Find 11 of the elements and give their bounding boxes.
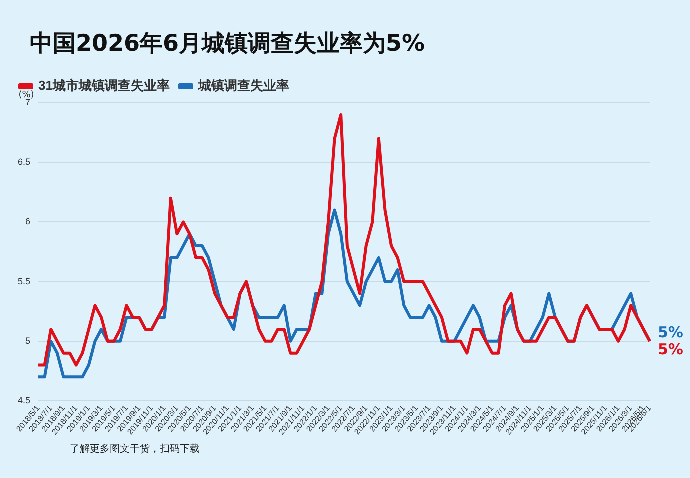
y-tick-label: 6.5 [18,157,31,168]
y-tick-label: 5 [25,336,31,346]
annotation: 5% [658,340,684,358]
y-tick-label: 5.5 [18,276,31,286]
legend-label: 城镇调查失业率 [197,78,290,94]
chart-title: 中国2026年6月城镇调查失业率为5% [30,30,426,59]
annotation: 5% [658,323,684,342]
legend-label: 31城市城镇调查失业率 [38,78,170,94]
y-tick-label: 6 [25,216,31,227]
text: 了解更多图文干货，扫码下载 [70,442,200,456]
y-tick-label: 4.5 [18,396,31,406]
